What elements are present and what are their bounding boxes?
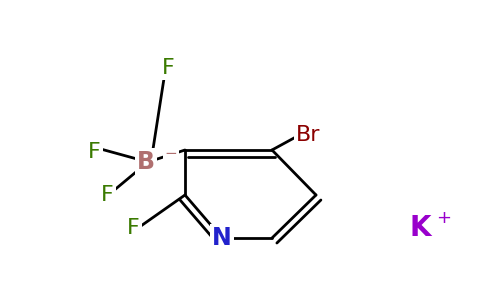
Text: F: F [88,142,100,162]
Text: F: F [162,58,174,78]
Text: −: − [165,146,177,160]
Text: K: K [409,214,431,242]
Text: N: N [212,226,232,250]
Text: Br: Br [296,125,320,145]
Text: +: + [437,209,452,227]
Text: B: B [137,150,155,174]
Text: F: F [101,185,113,205]
Text: F: F [127,218,139,238]
